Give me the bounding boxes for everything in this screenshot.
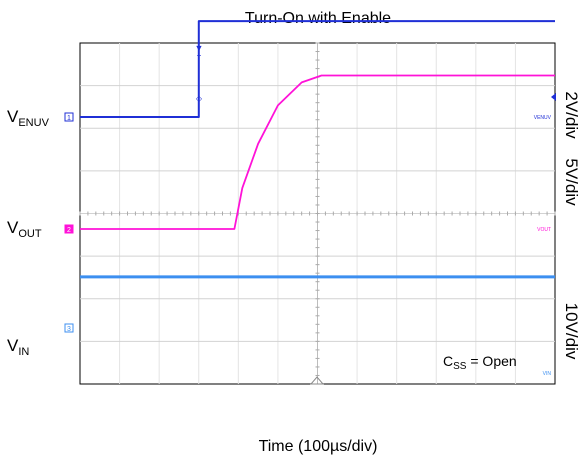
channel-label-vout: VOUT	[7, 218, 42, 240]
channel-label-vin: VIN	[7, 336, 29, 358]
time-reference-icon	[309, 376, 325, 385]
scale-label-vin: 10V/div	[562, 303, 581, 360]
trigger-marker: ▼ T ◇	[195, 43, 204, 103]
trigger-arrow-icon: ▼	[195, 43, 204, 53]
ground-marker-vout	[64, 224, 74, 234]
scale-label-venuv: 2V/div	[562, 91, 581, 139]
scale-labels: 2V/div 5V/div 10V/div	[562, 91, 581, 359]
trigger-level-icon	[551, 93, 556, 101]
css-annotation: CSS = Open	[443, 353, 517, 372]
ground-marker-venuv	[64, 112, 74, 122]
ground-marker-number: 1	[67, 115, 71, 122]
trigger-t-label: T	[197, 55, 202, 62]
trace-venuv	[80, 20, 555, 118]
ground-marker-number: 2	[67, 227, 71, 234]
grid	[79, 42, 556, 385]
chart-title: Turn-On with Enable	[245, 10, 391, 27]
trigger-diamond-icon: ◇	[196, 94, 203, 103]
trace-vout	[80, 74, 555, 230]
ground-marker-vin	[64, 323, 74, 333]
x-axis-label: Time (100µs/div)	[259, 438, 378, 455]
traces: VENUV VOUT VIN	[80, 20, 555, 377]
channel-tag-venuv: VENUV	[534, 115, 552, 121]
channel-tag-vin: VIN	[543, 371, 552, 377]
channel-labels: VENUV 1 VOUT 2 VIN 3	[7, 107, 74, 358]
channel-tag-vout: VOUT	[537, 227, 551, 233]
scale-label-vout: 5V/div	[562, 158, 581, 206]
channel-label-venuv: VENUV	[7, 107, 50, 129]
ground-marker-number: 3	[67, 326, 71, 333]
